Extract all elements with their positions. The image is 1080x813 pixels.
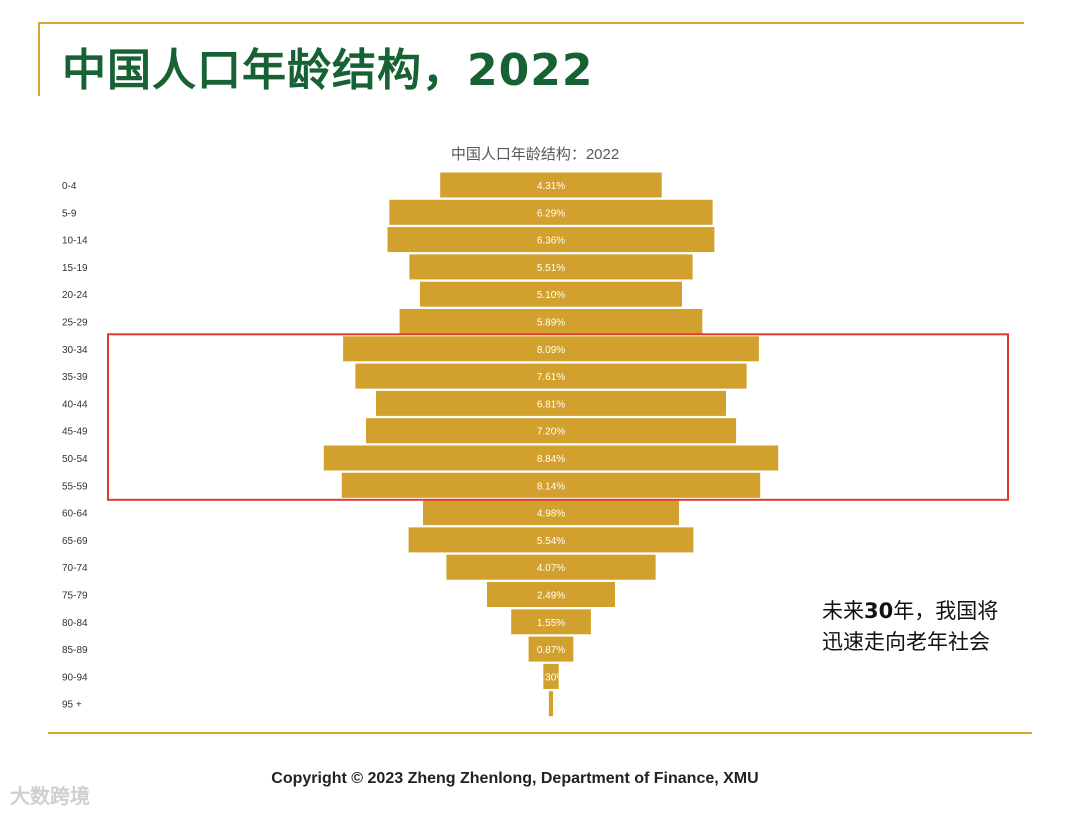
category-label: 10-14 (62, 236, 88, 247)
category-label: 85-89 (62, 645, 88, 656)
category-label: 75-79 (62, 591, 88, 602)
highlight-box (107, 333, 1009, 501)
value-label: 5.54% (537, 536, 565, 547)
category-label: 55-59 (62, 481, 88, 492)
bar-30-34 (343, 336, 759, 362)
chart-title: 中国人口年龄结构：2022 (451, 146, 619, 163)
category-label: 40-44 (62, 399, 88, 410)
bar-85-89 (528, 636, 574, 662)
value-label: 0.30% (537, 672, 565, 683)
value-label: 6.29% (537, 208, 565, 219)
bar-15-19 (409, 254, 693, 280)
value-label: 8.84% (537, 454, 565, 465)
bar-45-49 (366, 418, 737, 444)
value-label: 0.87% (537, 645, 565, 656)
value-label: 4.98% (537, 509, 565, 520)
value-label: 4.31% (537, 181, 565, 192)
value-label: 6.36% (537, 236, 565, 247)
category-label: 0-4 (62, 181, 77, 192)
annotation-line-1-suffix: 年，我国将 (893, 599, 999, 623)
bar-0-4 (440, 172, 662, 198)
slide-left-bar (38, 22, 40, 96)
bar-95plus (548, 691, 553, 717)
annotation-line-1: 未来30年，我国将 (822, 596, 998, 627)
bar-70-74 (446, 554, 656, 580)
slide-top-line (38, 22, 1024, 24)
annotation-line-1-number: 30 (864, 599, 894, 623)
value-label: 4.07% (537, 563, 565, 574)
bar-75-79 (487, 582, 615, 607)
bar-10-14 (387, 227, 715, 253)
category-label: 50-54 (62, 454, 88, 465)
category-label: 65-69 (62, 536, 88, 547)
value-label: 1.55% (537, 618, 565, 629)
category-label: 60-64 (62, 509, 88, 520)
category-label: 45-49 (62, 427, 88, 438)
value-label: 5.10% (537, 290, 565, 301)
bar-90-94 (543, 663, 559, 689)
bar-65-69 (408, 527, 694, 553)
bar-40-44 (376, 390, 726, 416)
value-label: 5.89% (537, 318, 565, 329)
annotation-text: 未来30年，我国将 迅速走向老年社会 (822, 596, 998, 658)
bar-80-84 (511, 609, 591, 635)
category-label: 70-74 (62, 563, 88, 574)
category-label: 5-9 (62, 208, 77, 219)
bar-5-9 (389, 199, 713, 225)
bar-25-29 (399, 309, 703, 334)
value-label: 7.61% (537, 372, 565, 383)
category-label: 30-34 (62, 345, 88, 356)
value-label: 8.09% (537, 345, 565, 356)
value-label: 6.81% (537, 399, 565, 410)
slide-bottom-line (48, 732, 1032, 734)
bar-20-24 (419, 281, 682, 307)
value-label: 7.20% (537, 427, 565, 438)
category-label: 95 + (62, 700, 82, 711)
bar-60-64 (423, 500, 679, 526)
value-label: 8.14% (537, 481, 565, 492)
annotation-line-2: 迅速走向老年社会 (822, 630, 990, 654)
slide-title: 中国人口年龄结构，2022 (62, 45, 594, 96)
value-label: 2.49% (537, 591, 565, 602)
category-label: 25-29 (62, 318, 88, 329)
value-label: 5.51% (537, 263, 565, 274)
bar-50-54 (323, 445, 779, 471)
category-label: 35-39 (62, 372, 88, 383)
annotation-line-1-prefix: 未来 (822, 599, 864, 623)
bar-55-59 (341, 472, 761, 498)
copyright-text: Copyright © 2023 Zheng Zhenlong, Departm… (271, 770, 759, 787)
bar-35-39 (355, 363, 747, 389)
watermark-logo: 大数跨境 (10, 784, 90, 808)
category-label: 80-84 (62, 618, 88, 629)
category-label: 90-94 (62, 672, 88, 683)
category-label: 20-24 (62, 290, 88, 301)
category-label: 15-19 (62, 263, 88, 274)
